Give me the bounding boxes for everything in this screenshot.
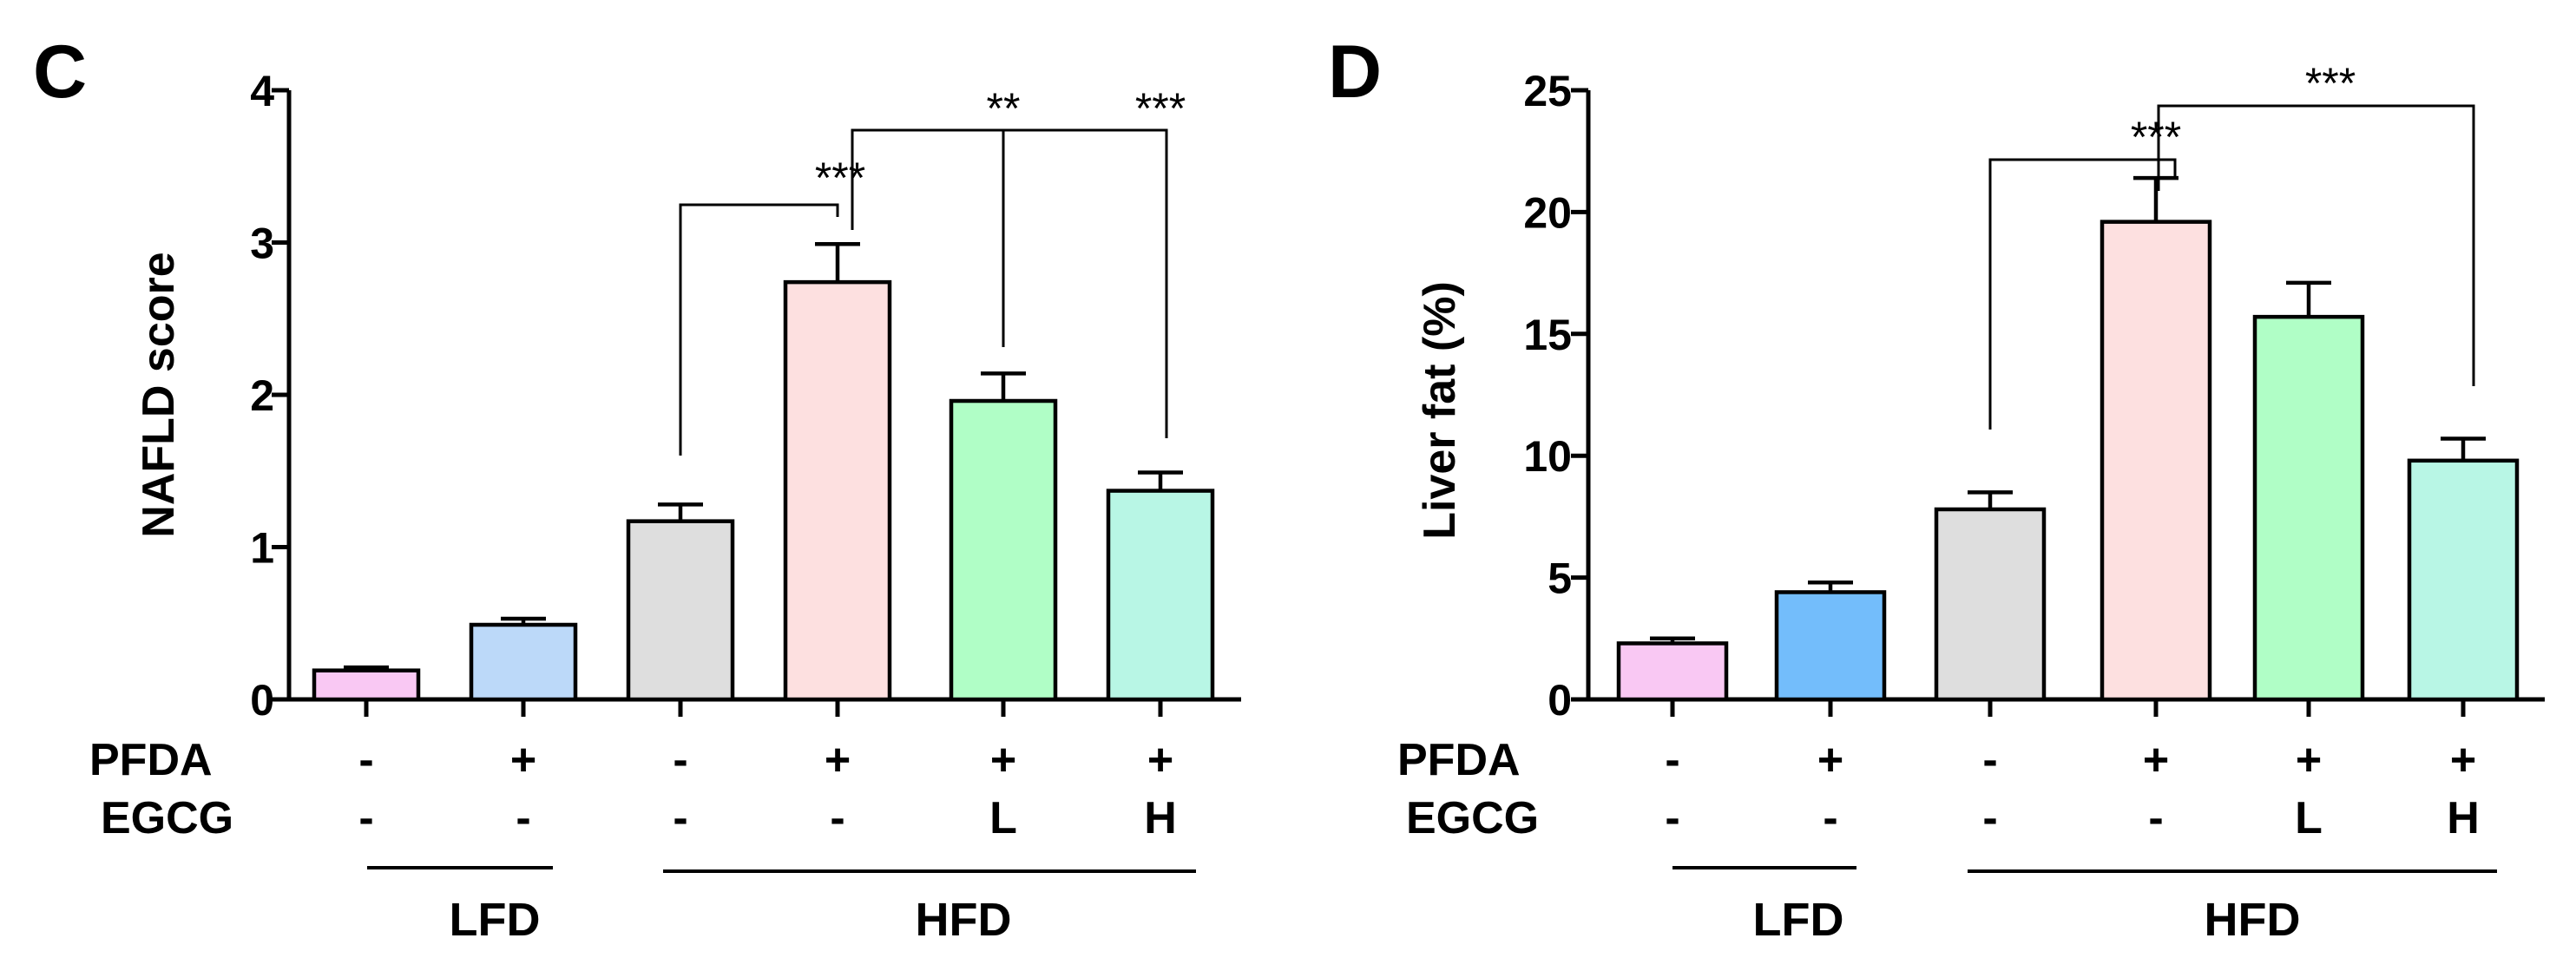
panel-c-bracket-hfd-vs-pfda xyxy=(679,203,839,456)
panel-d-pfda-value: - xyxy=(1665,735,1679,785)
panel-d-bar xyxy=(2100,220,2212,702)
panel-d-pfda-value: + xyxy=(2450,735,2476,785)
panel-c-pfda-row-label: PFDA xyxy=(89,735,213,785)
panel-c-pfda-value: + xyxy=(990,735,1016,785)
panel-c-bar xyxy=(312,668,421,702)
panel-c-hfd-label: HFD xyxy=(916,894,1012,946)
panel-c-bar xyxy=(783,279,892,702)
panel-d-egcg-value: L xyxy=(2295,793,2323,843)
panel-d-egcg-value: - xyxy=(2148,793,2163,843)
panel-d-bar xyxy=(2252,314,2365,702)
panel-c-y-tick-label: 4 xyxy=(250,67,274,115)
panel-c-pfda-value: + xyxy=(825,735,851,785)
panel-c-sig-2: ** xyxy=(987,84,1021,133)
panel-d-bar xyxy=(2407,458,2520,702)
panel-d-egcg-value: - xyxy=(1982,793,1997,843)
panel-d-egcg-row-label: EGCG xyxy=(1406,793,1539,843)
panel-c-y-tick-label: 2 xyxy=(250,371,274,420)
panel-c-y-tick-label: 0 xyxy=(250,676,274,725)
panel-c-y-tick-label: 3 xyxy=(250,220,274,268)
panel-c-pfda-value: - xyxy=(358,735,373,785)
panel-c-pfda-value: + xyxy=(1147,735,1173,785)
panel-c-bar xyxy=(1106,489,1215,702)
chart-marks: 0 1 2 3 4 - - + - - - + - + L + H 0 5 10 15 20 25 - - + - - - + - + L + H xyxy=(250,67,2545,843)
panel-d-y-tick-label: 15 xyxy=(1523,311,1572,359)
panel-c: C NAFLD score PFDA EGCG LFD HFD *** ** *… xyxy=(33,30,1196,946)
panel-d-hfd-label: HFD xyxy=(2205,894,2301,946)
panel-d-y-tick-label: 10 xyxy=(1523,432,1572,481)
panel-c-egcg-value: - xyxy=(830,793,844,843)
panel-d-pfda-value: + xyxy=(1817,735,1843,785)
panel-c-egcg-value: L xyxy=(989,793,1017,843)
panel-d-pfda-value: - xyxy=(1982,735,1997,785)
panel-c-bar xyxy=(626,519,735,702)
panel-c-y-axis-title: NAFLD score xyxy=(134,252,184,537)
panel-c-pfda-value: - xyxy=(673,735,687,785)
panel-d-sig-2: *** xyxy=(2305,59,2356,108)
panel-d-pfda-value: + xyxy=(2143,735,2169,785)
panel-c-egcg-row-label: EGCG xyxy=(101,793,233,843)
panel-c-pfda-value: + xyxy=(510,735,536,785)
panel-c-egcg-value: - xyxy=(673,793,687,843)
panel-d-egcg-value: - xyxy=(1665,793,1679,843)
panel-d-y-tick-label: 5 xyxy=(1548,554,1572,603)
panel-c-bar xyxy=(949,398,1058,702)
panel-d-bracket-pfda-vs-egcg-h xyxy=(2157,104,2475,386)
panel-c-bar xyxy=(469,622,578,702)
panel-d-pfda-row-label: PFDA xyxy=(1397,735,1521,785)
panel-d-y-tick-label: 0 xyxy=(1548,676,1572,725)
panel-c-egcg-value: H xyxy=(1144,793,1177,843)
panel-c-egcg-value: - xyxy=(516,793,530,843)
panel-d-lfd-label: LFD xyxy=(1753,894,1844,946)
panel-d-y-axis-title: Liver fat (%) xyxy=(1415,281,1465,540)
panel-c-lfd-label: LFD xyxy=(450,894,541,946)
panel-d: D Liver fat (%) PFDA EGCG LFD HFD *** **… xyxy=(1328,30,2497,946)
panel-c-sig-1: *** xyxy=(815,154,865,202)
panel-c-sig-3: *** xyxy=(1135,84,1186,133)
panel-d-bar xyxy=(1934,507,2047,702)
panel-d-bar xyxy=(1774,590,1887,702)
panel-d-pfda-value: + xyxy=(2296,735,2322,785)
panel-d-egcg-value: - xyxy=(1823,793,1837,843)
panel-d-y-tick-label: 25 xyxy=(1523,67,1572,115)
panel-c-bracket-pfda-vs-egcg xyxy=(851,128,1168,438)
panel-d-letter: D xyxy=(1328,30,1382,114)
panel-d-sig-1: *** xyxy=(2131,113,2181,161)
panel-d-bracket-hfd-vs-pfda xyxy=(1988,158,2177,430)
panel-c-letter: C xyxy=(33,30,87,114)
panel-d-y-tick-label: 20 xyxy=(1523,188,1572,237)
panel-c-egcg-value: - xyxy=(358,793,373,843)
panel-c-y-tick-label: 1 xyxy=(250,524,274,573)
panel-d-bar xyxy=(1616,641,1729,702)
panel-d-egcg-value: H xyxy=(2447,793,2480,843)
